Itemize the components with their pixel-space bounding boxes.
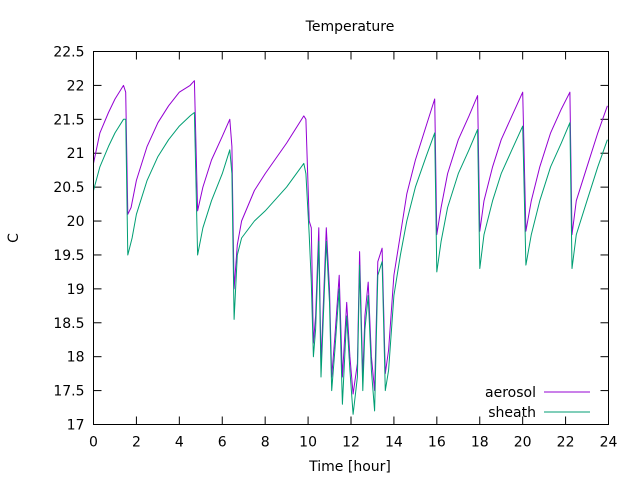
y-tick-label: 20.5 bbox=[53, 180, 84, 196]
x-tick-label: 22 bbox=[557, 435, 575, 451]
y-tick-label: 19.5 bbox=[53, 248, 84, 264]
legend-label-aerosol: aerosol bbox=[485, 385, 536, 401]
x-tick-label: 4 bbox=[175, 435, 184, 451]
y-tick-label: 18 bbox=[67, 350, 85, 366]
x-tick-label: 12 bbox=[342, 435, 360, 451]
legend-label-sheath: sheath bbox=[488, 405, 536, 421]
y-tick-label: 22.5 bbox=[53, 45, 84, 61]
y-tick-label: 17 bbox=[67, 418, 85, 434]
y-tick-label: 21.5 bbox=[53, 112, 84, 128]
x-tick-label: 20 bbox=[514, 435, 532, 451]
chart-title: Temperature bbox=[305, 19, 395, 35]
x-tick-label: 10 bbox=[299, 435, 317, 451]
y-tick-label: 19 bbox=[67, 282, 85, 298]
y-tick-label: 21 bbox=[67, 146, 85, 162]
x-tick-label: 18 bbox=[471, 435, 489, 451]
y-tick-label: 20 bbox=[67, 214, 85, 230]
x-tick-label: 14 bbox=[385, 435, 403, 451]
x-tick-label: 0 bbox=[89, 435, 98, 451]
plot-frame bbox=[93, 51, 609, 425]
y-tick-label: 17.5 bbox=[53, 384, 84, 400]
series-line-sheath bbox=[93, 112, 608, 415]
x-tick-label: 16 bbox=[428, 435, 446, 451]
x-tick-label: 2 bbox=[132, 435, 141, 451]
x-tick-label: 6 bbox=[218, 435, 227, 451]
x-tick-label: 24 bbox=[600, 435, 618, 451]
x-axis-label: Time [hour] bbox=[308, 459, 391, 475]
x-tick-label: 8 bbox=[261, 435, 270, 451]
y-tick-label: 22 bbox=[67, 78, 85, 94]
series-line-aerosol bbox=[93, 80, 608, 395]
y-axis-label: C bbox=[6, 233, 22, 243]
y-tick-label: 18.5 bbox=[53, 316, 84, 332]
